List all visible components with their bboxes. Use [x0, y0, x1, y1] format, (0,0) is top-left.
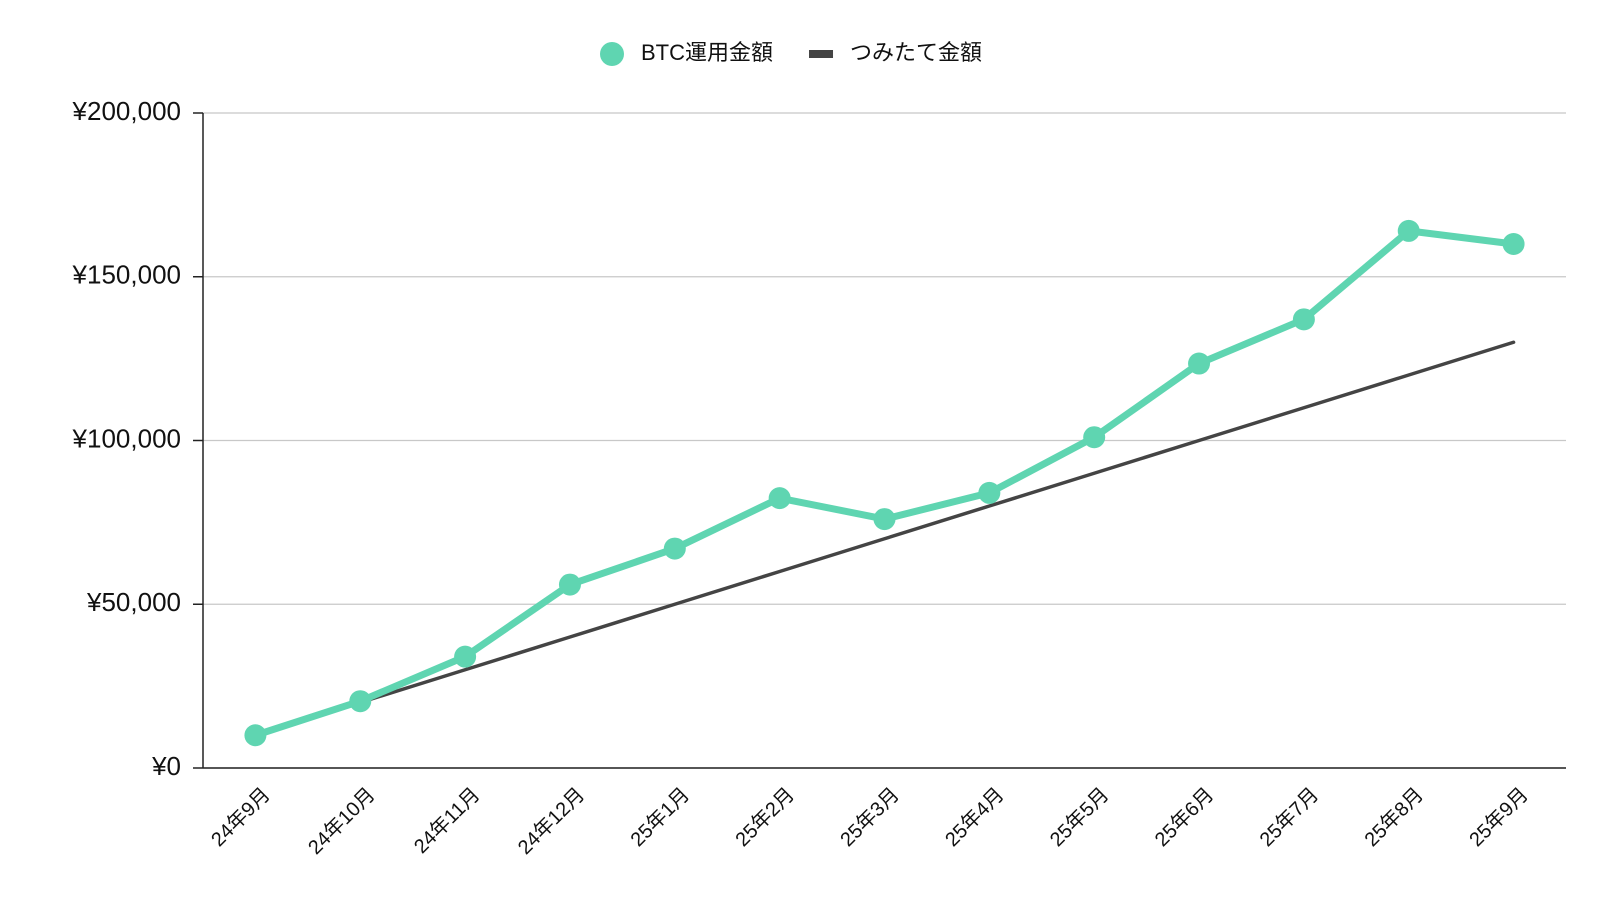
x-tick-label: 24年11月 [409, 783, 484, 858]
data-point [454, 645, 477, 668]
y-tick-label: ¥200,000 [72, 96, 181, 126]
x-tick-label: 25年9月 [1465, 783, 1533, 851]
legend: BTC運用金額 つみたて金額 [600, 40, 982, 66]
x-tick-label: 25年7月 [1255, 783, 1323, 851]
data-point [978, 481, 1001, 504]
data-point [1502, 233, 1525, 255]
y-tick-label: ¥0 [151, 751, 181, 781]
y-tick-label: ¥50,000 [86, 587, 181, 617]
legend-label: BTC運用金額 [641, 40, 773, 65]
y-tick-label: ¥150,000 [72, 260, 181, 290]
y-tick-label: ¥100,000 [72, 423, 181, 453]
data-point [663, 537, 686, 560]
x-tick-label: 25年6月 [1150, 783, 1218, 851]
legend-label: つみたて金額 [850, 40, 982, 65]
data-point [558, 573, 581, 596]
data-point [873, 508, 896, 531]
data-point [349, 690, 372, 713]
x-tick-label: 25年8月 [1360, 783, 1428, 851]
data-point [1397, 219, 1420, 242]
x-tick-label: 25年3月 [836, 783, 904, 851]
x-tick-label: 25年2月 [731, 783, 799, 851]
x-tick-label: 24年10月 [304, 783, 380, 859]
data-point [1083, 426, 1106, 449]
x-tick-label: 25年4月 [940, 783, 1008, 851]
legend-marker [600, 42, 624, 66]
data-point [1188, 352, 1211, 375]
data-point [244, 724, 267, 747]
x-tick-label: 25年5月 [1045, 783, 1113, 851]
series-line [251, 227, 1518, 739]
x-tick-label: 25年1月 [626, 783, 694, 851]
data-point [768, 487, 791, 510]
x-tick-label: 24年12月 [513, 783, 589, 859]
x-tick-label: 24年9月 [207, 783, 275, 851]
data-point [1292, 308, 1315, 331]
legend-marker [809, 50, 834, 58]
series-line [253, 340, 1516, 737]
